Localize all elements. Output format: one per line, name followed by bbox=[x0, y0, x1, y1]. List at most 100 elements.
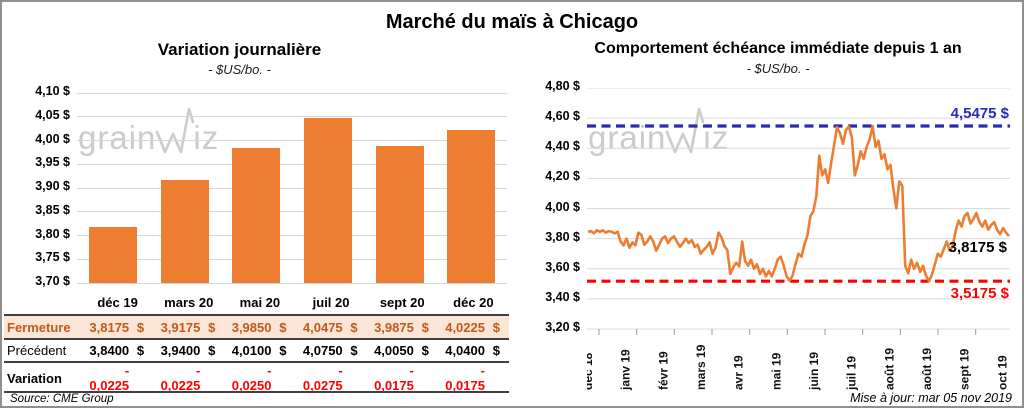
cell-value: - 0,0225 bbox=[160, 363, 201, 393]
x-tick-label: sept 19 bbox=[958, 348, 972, 390]
y-tick-label: 3,90 $ bbox=[35, 179, 70, 193]
bar-chart-subtitle: - $US/bo. - bbox=[208, 62, 271, 77]
gridline bbox=[77, 235, 507, 236]
table-cell: 4,0475 $ bbox=[295, 320, 366, 335]
y-tick-label: 3,85 $ bbox=[35, 202, 70, 217]
y-tick-label: 4,10 $ bbox=[35, 84, 70, 98]
cell-currency: $ bbox=[136, 343, 145, 358]
x-tick-label: févr 19 bbox=[656, 351, 670, 390]
row-label: Variation bbox=[7, 370, 62, 386]
y-tick-label: 4,05 $ bbox=[35, 107, 70, 122]
table-cell: - 0,0250 bbox=[224, 363, 295, 393]
table-cell: 3,9875 $ bbox=[367, 320, 438, 335]
gridline bbox=[77, 140, 507, 141]
annotation-last-price: 3,8175 $ bbox=[948, 239, 1007, 256]
cell-value: 3,8400 bbox=[89, 343, 130, 358]
y-tick-label: 3,80 $ bbox=[35, 226, 70, 241]
table-cell: - 0,0175 bbox=[367, 363, 438, 393]
cell-value: - 0,0275 bbox=[302, 363, 343, 393]
gridline bbox=[77, 258, 507, 260]
table-cell: - 0,0225 bbox=[82, 363, 153, 393]
line-chart-svg bbox=[587, 87, 1014, 335]
bar-juil 20 bbox=[303, 117, 352, 283]
table-cell: 3,9850 $ bbox=[224, 320, 295, 335]
x-tick-label: mars 19 bbox=[694, 344, 708, 390]
y-tick-label: 4,60 $ bbox=[545, 109, 580, 124]
cell-value: 3,9875 bbox=[374, 319, 414, 335]
table-cell: - 0,0225 bbox=[153, 363, 224, 393]
cell-value: 4,0750 bbox=[302, 343, 343, 358]
gridline bbox=[77, 116, 507, 118]
x-labels-svg: déc 18 janv 19 févr 19 mars 19 avr 19 mai 19 j… bbox=[581, 344, 1009, 391]
y-tick-label: 4,00 $ bbox=[35, 131, 70, 146]
price-line bbox=[587, 124, 1010, 283]
x-tick-label: oct 19 bbox=[995, 355, 1009, 390]
y-tick-label: 3,40 $ bbox=[545, 289, 580, 304]
gridline bbox=[77, 92, 507, 94]
cell-currency: $ bbox=[350, 319, 358, 335]
x-tick-label: janv 19 bbox=[619, 349, 633, 391]
gridline bbox=[77, 211, 507, 213]
x-tick-label: mai 19 bbox=[769, 352, 783, 390]
bar-sept 20 bbox=[375, 146, 424, 283]
x-tick-label: août 19 bbox=[882, 348, 896, 390]
y-tick-label: 4,00 $ bbox=[545, 199, 580, 214]
table-cell: 3,9400 $ bbox=[153, 343, 224, 358]
bar-chart-title: Variation journalière bbox=[157, 40, 322, 59]
cell-value: 3,9850 bbox=[231, 319, 272, 335]
column-header: mars 20 bbox=[164, 295, 214, 310]
table-cell: 3,8400 $ bbox=[82, 343, 153, 358]
table-cell: 3,8175 $ bbox=[82, 320, 153, 335]
column-header: déc 20 bbox=[453, 295, 494, 310]
table-cell: 3,9175 $ bbox=[153, 320, 224, 335]
table-cell: 4,0400 $ bbox=[438, 343, 509, 358]
table-row-fermeture: Fermeture 3,8175 $3,9175 $3,9850 $4,0475 $3,9… bbox=[4, 316, 509, 340]
cell-value: 3,9400 bbox=[160, 343, 201, 358]
y-tick-label: 3,70 $ bbox=[35, 274, 70, 288]
cell-currency: $ bbox=[492, 319, 500, 335]
x-tick-label: déc 18 bbox=[587, 352, 595, 390]
cell-value: 4,0100 bbox=[231, 343, 272, 358]
cell-value: - 0,0175 bbox=[374, 363, 414, 393]
page-title: Marché du maïs à Chicago bbox=[385, 11, 639, 33]
line-chart-subtitle: - $US/bo. - bbox=[746, 61, 810, 76]
cell-value: 4,0475 bbox=[302, 319, 343, 335]
y-tick-label: 3,60 $ bbox=[545, 259, 580, 274]
x-tick-label: avr 19 bbox=[732, 355, 746, 390]
cell-currency: $ bbox=[421, 319, 429, 335]
line-chart-plot bbox=[587, 87, 1014, 341]
y-tick-label: 3,95 $ bbox=[35, 155, 70, 170]
x-tick-label: juin 19 bbox=[807, 352, 821, 391]
table-row-precedent: Précédent 3,8400 $3,9400 $4,0100 $4,0750 $4,0… bbox=[4, 340, 509, 363]
cell-value: 4,0050 bbox=[374, 343, 414, 358]
y-tick-label: 4,80 $ bbox=[545, 79, 580, 93]
gridline bbox=[77, 187, 507, 189]
line-chart-title: Comportement échéance immédiate depuis 1… bbox=[594, 40, 962, 57]
row-label: Précédent bbox=[7, 343, 67, 358]
cell-currency: $ bbox=[350, 343, 358, 358]
cell-value: 3,9175 bbox=[160, 319, 201, 335]
cell-value: - 0,0175 bbox=[445, 363, 485, 393]
bar-chart-plot bbox=[77, 92, 507, 284]
cell-value: - 0,0225 bbox=[89, 363, 130, 393]
cell-currency: $ bbox=[492, 343, 500, 358]
table-cell: 4,0225 $ bbox=[438, 320, 509, 335]
cell-currency: $ bbox=[208, 343, 216, 358]
cell-value: 4,0225 bbox=[445, 319, 485, 335]
column-header: juil 20 bbox=[312, 295, 350, 310]
table-cell: 4,0750 $ bbox=[295, 343, 366, 358]
cell-value: 4,0400 bbox=[445, 343, 485, 358]
y-tick-label: 4,40 $ bbox=[545, 139, 580, 154]
table-header-row: déc 19 mars 20 mai 20 juil 20 sept 20 déc 20 bbox=[4, 291, 509, 316]
x-tick-label: août 19 bbox=[920, 348, 934, 390]
bar-déc 20 bbox=[447, 129, 496, 283]
y-tick-label: 3,75 $ bbox=[35, 250, 70, 265]
cell-currency: $ bbox=[208, 319, 216, 335]
x-tick-label: juil 19 bbox=[845, 356, 859, 391]
annotation-52wk-low: 3,5175 $ bbox=[950, 285, 1009, 302]
update-note: Mise à jour: mar 05 nov 2019 bbox=[850, 391, 1012, 405]
gridline bbox=[77, 282, 507, 284]
cell-value: - 0,0250 bbox=[231, 363, 272, 393]
quote-table: déc 19 mars 20 mai 20 juil 20 sept 20 déc 20 F… bbox=[4, 291, 509, 393]
